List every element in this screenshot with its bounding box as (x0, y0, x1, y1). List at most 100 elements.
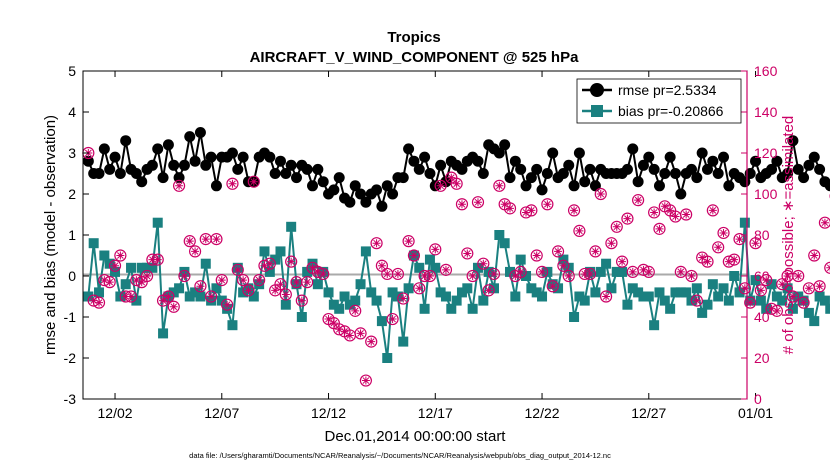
obs-possible-marker (188, 245, 202, 258)
obs-count-point (386, 312, 399, 326)
obs-possible-marker (589, 245, 602, 258)
obs-count-point (221, 298, 234, 311)
bias-point (99, 250, 110, 261)
bias-point (286, 221, 297, 232)
rmse-point (547, 147, 559, 159)
rmse-point (696, 147, 708, 159)
rmse-point (381, 180, 393, 192)
obs-assimilated-marker (554, 247, 563, 256)
obs-assimilated-marker (634, 196, 643, 205)
bias-point (360, 246, 371, 257)
obs-possible-marker (653, 222, 666, 235)
bias-point (328, 299, 339, 310)
obs-count-point (237, 274, 250, 287)
obs-count-point (728, 253, 741, 266)
obs-assimilated-marker (468, 272, 477, 280)
rmse-point (472, 155, 484, 167)
rmse-point (648, 163, 660, 175)
obs-assimilated-marker (692, 296, 701, 305)
obs-possible-marker (642, 265, 655, 278)
obs-count-point (701, 255, 714, 268)
obs-assimilated-marker (324, 315, 333, 324)
bias-point (179, 266, 190, 277)
rmse-point (787, 135, 799, 147)
obs-count-point (349, 304, 362, 317)
obs-count-point (802, 282, 816, 295)
obs-possible-marker (114, 249, 127, 262)
obs-count-point (792, 269, 805, 283)
obs-count-point (674, 265, 687, 278)
bias-point (350, 295, 361, 306)
obs-count-point (712, 241, 725, 254)
obs-assimilated-marker (740, 284, 749, 293)
rmse-point (541, 168, 553, 179)
obs-assimilated-marker (778, 280, 787, 289)
bias-point (750, 275, 761, 286)
bias-point (462, 283, 473, 294)
bias-point (531, 287, 542, 298)
obs-possible-marker (706, 204, 719, 217)
obs-possible-marker (247, 175, 260, 188)
obs-possible-marker (461, 247, 474, 260)
obs-assimilated-marker (233, 265, 242, 274)
obs-possible-marker (535, 265, 549, 278)
obs-count-point (567, 204, 581, 217)
obs-count-point (370, 237, 383, 250)
obs-count-point (648, 206, 661, 219)
obs-count-point (407, 249, 421, 262)
rmse-point (589, 180, 601, 192)
x-tick-label: 12/07 (204, 405, 239, 421)
bias-point (334, 303, 345, 314)
obs-possible-marker (621, 212, 634, 225)
bias-point (296, 312, 307, 322)
bias-point (147, 262, 158, 273)
rmse-point (162, 139, 174, 151)
rmse-point (274, 155, 286, 167)
obs-count-point (455, 198, 469, 211)
obs-assimilated-marker (345, 331, 354, 340)
bias-point (312, 279, 323, 290)
obs-possible-marker (172, 179, 186, 192)
bias-point (601, 258, 612, 269)
y-left-tick-label: 4 (68, 104, 76, 120)
y-right-tick-label: 40 (754, 309, 770, 325)
rmse-point (691, 172, 703, 184)
obs-possible-marker (108, 259, 122, 272)
obs-assimilated-marker (484, 286, 493, 295)
bias-point (707, 279, 718, 290)
obs-count-point (242, 284, 255, 297)
rmse-point (349, 180, 361, 192)
obs-count-point (423, 269, 437, 283)
obs-assimilated-marker (623, 214, 632, 223)
axes: 12/02 12/07 12/12 12/17 12/22 12/27 01/01 -3 -2 -… (64, 63, 778, 421)
bias-point (670, 287, 681, 298)
obs-assimilated-marker (425, 272, 434, 280)
bias-point (83, 291, 94, 302)
obs-assimilated-marker (297, 296, 306, 305)
rmse-point (210, 180, 222, 192)
obs-assimilated-marker (287, 257, 296, 266)
obs-possible-marker (295, 294, 308, 307)
rmse-point (702, 163, 714, 175)
obs-count-point (760, 274, 773, 287)
obs-possible-marker (359, 374, 372, 387)
rmse-point (301, 163, 313, 175)
chart-subtitle: AIRCRAFT_V_WIND_COMPONENT @ 525 hPa (250, 49, 580, 66)
obs-assimilated-marker (714, 243, 723, 252)
bias-point (691, 283, 702, 294)
y-axis-label-right: # of obs: o=possible; ∗=assimilated (780, 116, 797, 355)
obs-count-point (706, 204, 719, 217)
obs-assimilated-marker (137, 278, 146, 287)
bias-point (787, 303, 798, 314)
obs-count-point (253, 274, 266, 287)
bias-point (270, 254, 281, 265)
obs-possible-marker (354, 327, 367, 340)
rmse-point (109, 151, 121, 163)
obs-count-point (797, 296, 810, 309)
rmse-point (173, 172, 185, 184)
rmse-point (291, 172, 303, 184)
x-tick-label: 12/27 (631, 405, 666, 421)
obs-assimilated-marker (735, 235, 744, 244)
obs-assimilated-marker (591, 247, 600, 256)
